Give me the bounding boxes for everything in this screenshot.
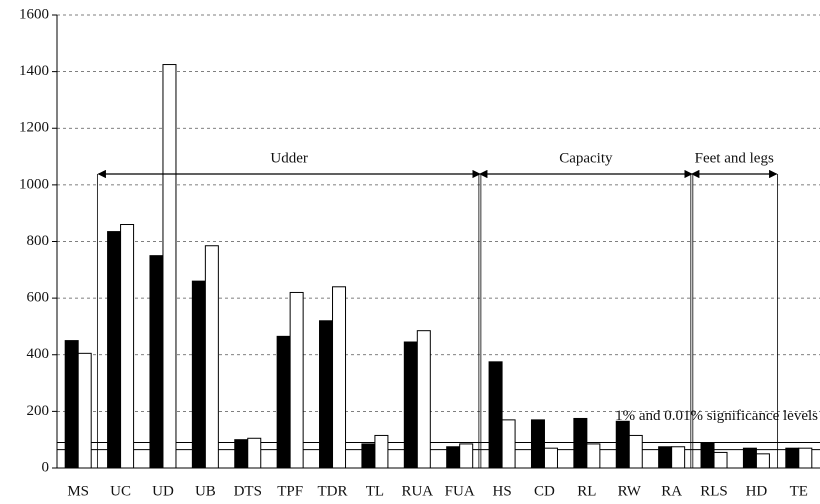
bar (573, 417, 588, 469)
bar (204, 245, 219, 469)
x-tick-label: RA (661, 483, 682, 499)
bar (713, 451, 728, 469)
bar (501, 419, 516, 469)
bar (543, 447, 558, 469)
bar (107, 231, 122, 469)
bar (332, 286, 347, 469)
group-label: Capacity (559, 150, 613, 166)
y-tick-label: 400 (27, 346, 50, 362)
bar (798, 447, 813, 469)
bar (586, 443, 601, 469)
x-tick-label: RLS (700, 483, 728, 499)
bar (658, 446, 673, 469)
bar (700, 442, 715, 469)
bar (77, 352, 92, 469)
x-tick-label: TL (366, 483, 384, 499)
x-tick-label: RL (577, 483, 596, 499)
bar (628, 434, 643, 469)
y-tick-label: 0 (42, 459, 50, 475)
bar (234, 439, 249, 469)
bar (459, 443, 474, 469)
x-tick-label: RUA (401, 483, 433, 499)
bar (374, 434, 389, 469)
y-tick-label: 1400 (19, 63, 49, 79)
x-tick-label: DTS (234, 483, 262, 499)
x-tick-label: UD (152, 483, 174, 499)
bar (488, 361, 503, 469)
bar (416, 330, 431, 469)
x-tick-label: RW (618, 483, 642, 499)
bar (289, 291, 304, 469)
y-tick-label: 1600 (19, 6, 49, 22)
bar (162, 64, 177, 469)
reference-label: 1% and 0.01% significance levels (615, 408, 818, 424)
bar (191, 280, 206, 469)
bar (276, 335, 291, 469)
y-tick-label: 1000 (19, 176, 49, 192)
bar (742, 447, 757, 469)
x-tick-label: FUA (445, 483, 475, 499)
x-tick-label: UB (195, 483, 216, 499)
bar (247, 437, 262, 469)
x-tick-label: TDR (318, 483, 348, 499)
y-tick-label: 200 (27, 403, 50, 419)
x-tick-label: MS (67, 483, 89, 499)
bar (149, 255, 164, 469)
bar (64, 340, 79, 469)
y-tick-label: 600 (27, 290, 50, 306)
group-label: Udder (270, 150, 308, 166)
y-tick-label: 1200 (19, 120, 49, 136)
x-tick-label: TE (790, 483, 808, 499)
bar (530, 419, 545, 469)
x-tick-label: HS (492, 483, 511, 499)
x-tick-label: TPF (277, 483, 303, 499)
x-tick-label: UC (110, 483, 131, 499)
bar (403, 341, 418, 469)
bar (615, 420, 630, 469)
y-tick-label: 800 (27, 233, 50, 249)
bar (671, 446, 686, 469)
bar (120, 224, 135, 469)
bar (755, 453, 770, 469)
bar (446, 446, 461, 469)
x-tick-label: HD (746, 483, 768, 499)
bar (785, 447, 800, 469)
group-label: Feet and legs (695, 150, 774, 166)
bar (319, 320, 334, 469)
bar (361, 443, 376, 469)
x-tick-label: CD (534, 483, 555, 499)
